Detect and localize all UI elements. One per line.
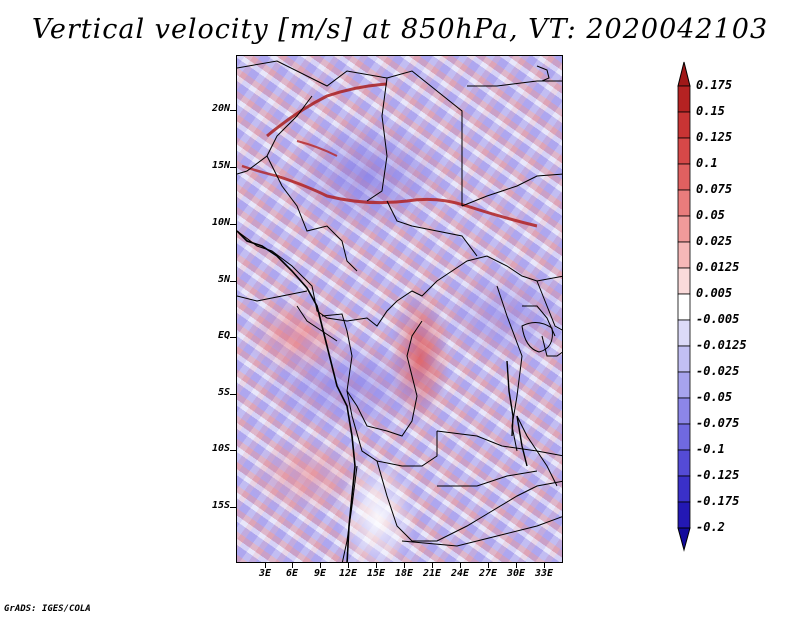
lat-label: 5S <box>217 387 230 398</box>
colorbar-bin <box>677 85 691 113</box>
lon-tick <box>432 563 433 568</box>
colorbar-label: -0.05 <box>696 390 733 404</box>
lat-label: 15N <box>211 160 230 171</box>
colorbar-bin <box>677 293 691 321</box>
colorbar-bin <box>677 215 691 243</box>
lon-label: 33E <box>534 568 554 579</box>
lon-label: 15E <box>366 568 386 579</box>
lon-label: 3E <box>258 568 272 579</box>
lat-tick <box>230 281 236 282</box>
colorbar-label: -0.125 <box>696 468 740 482</box>
lon-label: 21E <box>422 568 442 579</box>
lon-tick <box>544 563 545 568</box>
lat-tick <box>230 394 236 395</box>
colorbar-label: 0.15 <box>696 104 725 118</box>
colorbar-bin <box>677 189 691 217</box>
lat-tick <box>230 110 236 111</box>
lon-tick <box>320 563 321 568</box>
colorbar-label: 0.075 <box>696 182 733 196</box>
lat-tick <box>230 450 236 451</box>
lat-label: 15S <box>211 500 230 511</box>
lon-label: 18E <box>394 568 414 579</box>
lat-label: EQ <box>217 330 230 341</box>
lon-label: 27E <box>478 568 498 579</box>
colorbar-label: 0.1 <box>696 156 718 170</box>
colorbar-bin <box>677 241 691 269</box>
colorbar-bin <box>677 267 691 295</box>
colorbar-bin <box>677 501 691 529</box>
lat-tick <box>230 507 236 508</box>
lon-tick <box>404 563 405 568</box>
colorbar-label: -0.2 <box>696 520 725 534</box>
colorbar-bin <box>677 449 691 477</box>
lon-tick <box>488 563 489 568</box>
colorbar-label: -0.1 <box>696 442 725 456</box>
colorbar-label: 0.0125 <box>696 260 740 274</box>
colorbar-label: 0.025 <box>696 234 733 248</box>
colorbar-label: 0.175 <box>696 78 733 92</box>
lon-tick <box>265 563 266 568</box>
colorbar-top-arrow <box>677 61 691 87</box>
lat-label: 10S <box>211 443 230 454</box>
colorbar-bin <box>677 423 691 451</box>
colorbar-bin <box>677 345 691 373</box>
colorbar-label: 0.005 <box>696 286 733 300</box>
lon-tick <box>516 563 517 568</box>
lon-label: 12E <box>338 568 358 579</box>
lon-label: 6E <box>285 568 299 579</box>
colorbar <box>677 61 691 552</box>
colorbar-bin <box>677 137 691 165</box>
colorbar-label: 0.05 <box>696 208 725 222</box>
colorbar-label: -0.025 <box>696 364 740 378</box>
colorbar-label: -0.175 <box>696 494 740 508</box>
colorbar-label: -0.075 <box>696 416 740 430</box>
lon-label: 30E <box>506 568 526 579</box>
grads-credit: GrADS: IGES/COLA <box>4 604 91 614</box>
lat-label: 20N <box>211 103 230 114</box>
lat-tick <box>230 167 236 168</box>
colorbar-bottom-arrow <box>677 527 691 552</box>
lon-tick <box>348 563 349 568</box>
colorbar-label: -0.005 <box>696 312 740 326</box>
colorbar-bin <box>677 319 691 347</box>
colorbar-bin <box>677 111 691 139</box>
colorbar-label: -0.0125 <box>696 338 747 352</box>
lon-tick <box>376 563 377 568</box>
colorbar-label: 0.125 <box>696 130 733 144</box>
colorbar-bin <box>677 371 691 399</box>
lat-tick <box>230 224 236 225</box>
country-borders <box>237 60 562 562</box>
lon-tick <box>460 563 461 568</box>
lon-tick <box>292 563 293 568</box>
colorbar-bin <box>677 163 691 191</box>
map-plot-area <box>236 55 563 563</box>
lat-tick <box>230 337 236 338</box>
lat-label: 5N <box>217 274 230 285</box>
map-title: Vertical velocity [m/s] at 850hPa, VT: 2… <box>31 14 769 45</box>
lat-label: 10N <box>211 217 230 228</box>
colorbar-bin <box>677 397 691 425</box>
lon-label: 24E <box>450 568 470 579</box>
colorbar-bin <box>677 475 691 503</box>
lon-label: 9E <box>313 568 327 579</box>
